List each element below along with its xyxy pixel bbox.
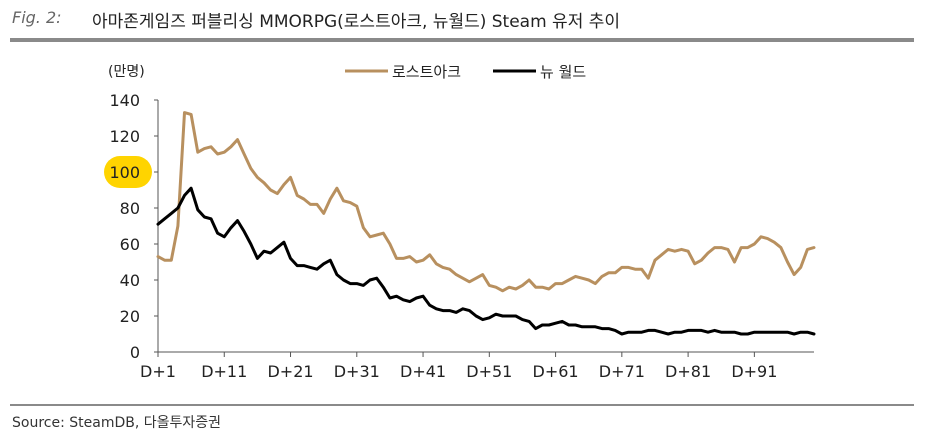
x-tick-label: D+71 xyxy=(599,362,645,381)
y-tick-label: 140 xyxy=(109,91,140,110)
x-tick-label: D+51 xyxy=(466,362,512,381)
new-world-line xyxy=(156,186,816,336)
y-tick-label: 20 xyxy=(120,307,140,326)
figure-label: Fig. 2: xyxy=(12,8,62,27)
source-note: Source: SteamDB, 다올투자증권 xyxy=(12,415,222,431)
x-tick-label: D+61 xyxy=(533,362,579,381)
y-tick-highlight xyxy=(104,156,152,188)
y-tick-label: 60 xyxy=(120,235,140,254)
y-tick-label: 0 xyxy=(130,343,140,362)
y-axis-unit: (만명) xyxy=(108,64,145,80)
x-tick-label: D+11 xyxy=(201,362,247,381)
legend-label-new-world: 뉴 월드 xyxy=(540,63,586,81)
y-tick-label: 120 xyxy=(109,127,140,146)
x-tick-label: D+21 xyxy=(267,362,313,381)
x-tick-label: D+31 xyxy=(334,362,380,381)
y-axis: 0 20 40 60 80 100 120 140 xyxy=(104,91,159,362)
y-tick-label: 100 xyxy=(109,163,140,182)
y-tick-label: 40 xyxy=(120,271,140,290)
legend: 로스트아크 뉴 월드 xyxy=(345,63,586,81)
bottom-divider xyxy=(10,404,914,406)
x-tick-label: D+41 xyxy=(400,362,446,381)
x-axis: D+1 D+11 D+21 D+31 D+41 D+51 D+61 D+71 D+81 D+91 xyxy=(140,351,814,381)
lost-ark-line xyxy=(156,111,816,293)
x-tick-label: D+81 xyxy=(665,362,711,381)
chart-title: 아마존게임즈 퍼블리싱 MMORPG(로스트아크, 뉴월드) Steam 유저 … xyxy=(92,12,621,32)
legend-label-lost-ark: 로스트아크 xyxy=(392,63,461,81)
x-tick-label: D+1 xyxy=(140,362,176,381)
series-group xyxy=(156,111,816,336)
x-tick-label: D+91 xyxy=(731,362,777,381)
y-tick-label: 80 xyxy=(120,199,140,218)
top-divider xyxy=(10,38,914,42)
